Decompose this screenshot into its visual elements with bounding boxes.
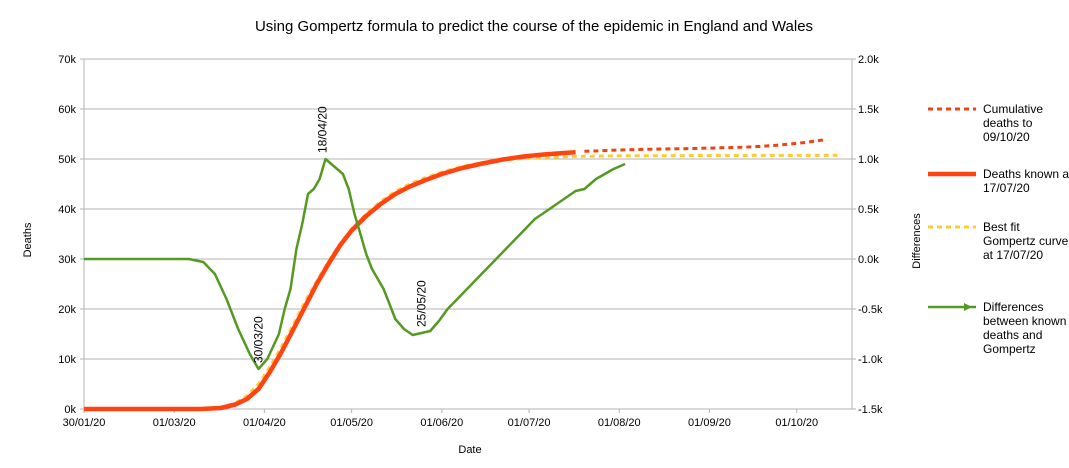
annotations: 30/03/20 18/04/20 25/05/20	[252, 106, 429, 363]
y2-tick-label: 1.0k	[858, 154, 879, 166]
y2-tick-label: 0.0k	[858, 254, 879, 266]
legend-item: Differences between known deaths and Gomper…	[928, 300, 1066, 356]
series-line-2	[84, 150, 576, 412]
legend-marker	[964, 303, 972, 311]
annotation-label: 30/03/20	[252, 316, 266, 363]
y-tick-label: 0k	[64, 404, 76, 416]
x-tick-label: 01/07/20	[508, 417, 551, 429]
y-tick-label: 20k	[58, 304, 76, 316]
x-tick-label: 01/10/20	[775, 417, 818, 429]
legend-label: Best fit Gompertz curve at 17/07/20	[983, 220, 1069, 262]
annotation-label: 25/05/20	[415, 280, 429, 327]
legend-label: Cumulative deaths to 09/10/20	[983, 102, 1043, 144]
x-tick-label: 01/08/20	[598, 417, 641, 429]
y-tick-label: 50k	[58, 154, 76, 166]
y-tick-label: 30k	[58, 254, 76, 266]
legend-item: Cumulative deaths to 09/10/20	[928, 102, 1043, 144]
y2-tick-label: -0.5k	[858, 304, 883, 316]
x-tick-label: 01/03/20	[153, 417, 196, 429]
y2-tick-label: 0.5k	[858, 204, 879, 216]
series-line-4	[84, 157, 626, 371]
gridlines	[84, 58, 852, 410]
y2-tick-label: 2.0k	[858, 54, 879, 66]
legend-label: Deaths known at 17/07/20	[983, 167, 1069, 195]
y-tick-label: 70k	[58, 54, 76, 66]
x-tick-label: 01/09/20	[688, 417, 731, 429]
x-tick-label: 01/06/20	[420, 417, 463, 429]
legend-label: Differences between known deaths and Gomper…	[983, 300, 1066, 356]
legend: Cumulative deaths to 09/10/20 Deaths known …	[928, 102, 1069, 356]
y-tick-label: 60k	[58, 104, 76, 116]
y-axis-title: Deaths	[22, 222, 34, 257]
x-tick-label: 01/04/20	[243, 417, 286, 429]
y2-tick-label: -1.5k	[858, 404, 883, 416]
x-tick-label: 30/01/20	[63, 417, 106, 429]
series	[84, 138, 838, 412]
y2-tick-label: 1.5k	[858, 104, 879, 116]
legend-item: Best fit Gompertz curve at 17/07/20	[928, 220, 1069, 262]
y-tick-label: 40k	[58, 204, 76, 216]
chart-title: Using Gompertz formula to predict the co…	[255, 18, 813, 35]
x-tick-label: 01/05/20	[330, 417, 373, 429]
y2-axis-title: Differences	[911, 213, 923, 269]
y-tick-label: 10k	[58, 354, 76, 366]
legend-item: Deaths known at 17/07/20	[928, 167, 1069, 195]
axes: 0k 10k 20k 30k 40k 50k 60k 70k -1.5k -1.0k -0.5k 0.…	[58, 54, 883, 429]
x-axis-title: Date	[458, 444, 481, 456]
y2-tick-label: -1.0k	[858, 354, 883, 366]
annotation-label: 18/04/20	[316, 106, 330, 153]
